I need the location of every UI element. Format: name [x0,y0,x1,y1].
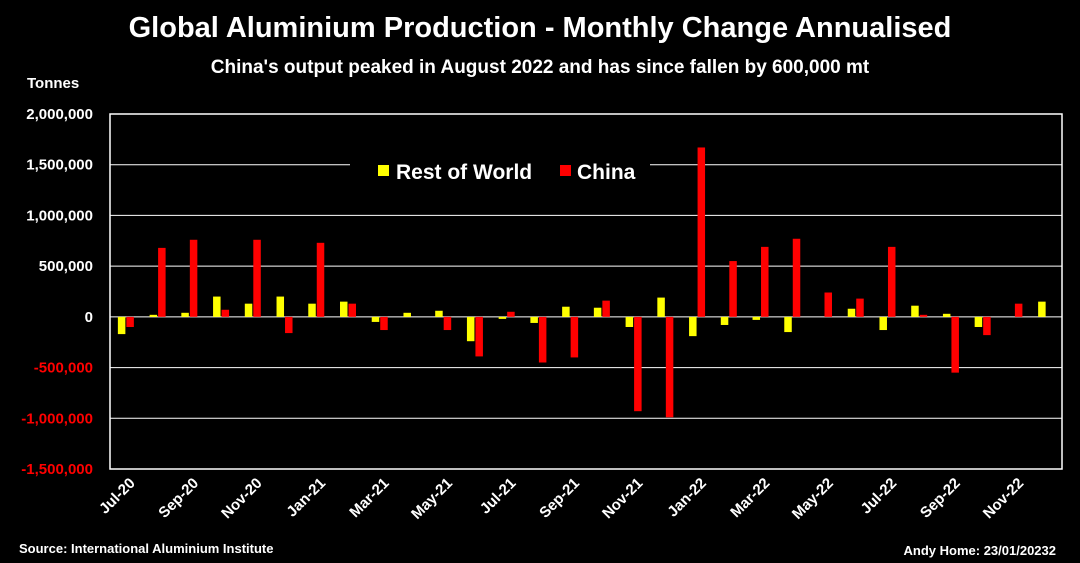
x-tick-label: Nov-20 [218,475,265,522]
plot-area-border [109,113,1063,470]
bar-china-dec-20 [285,316,293,334]
legend-box [350,150,650,194]
bar-china-mar-22 [761,246,769,317]
bar-rest-of-world-nov-21 [625,316,634,327]
bar-rest-of-world-oct-20 [213,296,221,317]
bar-china-oct-21 [602,300,610,317]
bar-china-sep-22 [951,316,959,373]
bar-rest-of-world-dec-22 [1038,301,1046,317]
author-credit: Andy Home: 23/01/20232 [903,543,1056,558]
bar-china-jun-21 [475,316,483,357]
bar-china-oct-22 [983,316,991,336]
bar-rest-of-world-may-21 [435,310,443,317]
x-tick-label: Nov-21 [599,475,646,522]
y-tick-label: 1,000,000 [26,207,93,224]
bar-china-jul-21 [507,311,515,317]
y-tick-label: -1,500,000 [21,461,93,478]
bar-rest-of-world-apr-22 [784,316,792,333]
x-tick-label: Mar-22 [727,475,773,521]
bar-china-oct-20 [221,309,230,317]
bar-china-aug-20 [158,247,166,317]
x-tick-label: Nov-22 [980,475,1027,522]
bar-rest-of-world-jul-22 [879,316,887,331]
bar-rest-of-world-jun-21 [466,316,475,342]
legend-label-rest-of-world: Rest of World [396,161,532,184]
bar-rest-of-world-dec-20 [276,296,285,317]
x-axis-ticks: Jul-20 Sep-20 Nov-20 Jan-21 Mar-21 May-21 Jul-… [96,475,1027,523]
bar-rest-of-world-aug-21 [530,316,538,323]
legend-swatch-china [560,165,571,176]
bar-china-mar-21 [380,316,388,331]
x-tick-label: Jan-22 [664,475,710,521]
x-tick-label: Jul-21 [477,475,520,518]
bar-rest-of-world-sep-20 [181,312,189,317]
bar-rest-of-world-jan-21 [308,303,316,317]
bar-rest-of-world-jun-22 [847,308,856,317]
bar-china-nov-22 [1014,303,1023,317]
bar-china-aug-22 [919,314,928,317]
source-note: Source: International Aluminium Institut… [19,541,274,556]
chart-subtitle: China's output peaked in August 2022 and… [210,57,870,78]
y-tick-label: 0 [85,309,93,326]
bar-rest-of-world-sep-22 [942,313,951,317]
bar-rest-of-world-feb-21 [340,301,348,317]
bar-china-jan-21 [316,242,325,317]
bar-china-sep-20 [189,239,198,317]
chart-title: Global Aluminium Production - Monthly Ch… [128,12,952,44]
x-tick-label: Jul-22 [858,475,901,518]
x-tick-label: Jan-21 [283,475,329,521]
x-tick-label: Mar-21 [346,475,392,521]
bar-rest-of-world-aug-20 [149,314,158,317]
bar-rest-of-world-nov-20 [244,303,253,317]
bar-china-jul-22 [887,246,896,317]
bar-china-aug-21 [538,316,547,363]
x-tick-label: Sep-21 [536,475,583,522]
bar-rest-of-world-oct-21 [593,307,602,317]
bar-china-sep-21 [570,316,579,358]
bar-rest-of-world-apr-21 [403,312,411,317]
bar-china-jul-20 [126,316,134,327]
y-axis-ticks: 2,000,000 1,500,000 1,000,000 500,000 0 -500,… [21,106,93,478]
bars [117,147,1046,418]
bar-rest-of-world-sep-21 [562,306,570,317]
bar-rest-of-world-jul-21 [498,316,507,319]
bar-china-nov-20 [253,239,261,317]
x-tick-label: Sep-20 [155,475,202,522]
bar-rest-of-world-mar-22 [752,316,761,320]
y-tick-label: -1,000,000 [21,410,93,427]
bar-rest-of-world-aug-22 [911,305,919,317]
y-axis-label: Tonnes [27,75,80,92]
y-tick-label: 1,500,000 [26,157,93,174]
bar-rest-of-world-oct-22 [974,316,983,327]
x-tick-label: Jul-20 [96,475,139,518]
bar-rest-of-world-jan-22 [689,316,697,337]
bar-china-nov-21 [634,316,642,412]
legend-swatch-rest-of-world [378,165,389,176]
x-tick-label: Sep-22 [917,475,964,522]
bar-china-feb-21 [348,303,356,317]
bar-china-may-22 [824,292,832,317]
legend: Rest of World China [350,150,650,194]
y-tick-label: 500,000 [39,258,93,275]
x-tick-label: May-22 [789,475,837,523]
bar-rest-of-world-feb-22 [720,316,729,325]
bar-china-apr-22 [792,238,801,317]
bar-rest-of-world-dec-21 [657,297,665,317]
bar-china-may-21 [443,316,452,331]
bar-china-dec-21 [665,316,674,418]
x-tick-label: May-21 [408,475,456,523]
bar-china-jan-22 [697,147,706,317]
bar-china-jun-22 [856,298,864,317]
bar-rest-of-world-mar-21 [371,316,380,322]
bar-china-feb-22 [729,261,737,317]
legend-label-china: China [577,161,636,184]
y-tick-label: 2,000,000 [26,106,93,123]
y-tick-label: -500,000 [34,360,93,377]
bar-rest-of-world-jul-20 [117,316,126,335]
